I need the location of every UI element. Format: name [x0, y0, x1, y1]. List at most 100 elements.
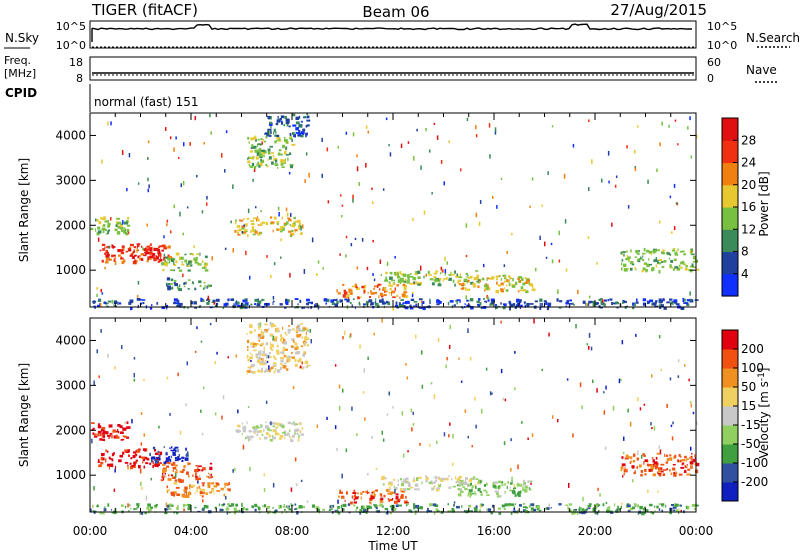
echo-cell [417, 283, 421, 286]
echo-cell [124, 421, 126, 424]
echo-cell [262, 350, 265, 354]
freq-unit-label: [MHz] [4, 67, 36, 80]
echo-cell [646, 249, 650, 253]
echo-cell [413, 301, 418, 303]
echo-cell [506, 284, 508, 287]
echo-cell [145, 247, 147, 249]
echo-cell [526, 279, 530, 283]
echo-cell [651, 267, 655, 269]
echo-cell [201, 508, 203, 511]
echo-cell [608, 180, 610, 184]
echo-cell [251, 229, 255, 233]
echo-cell [693, 460, 696, 463]
echo-cell [680, 261, 683, 265]
echo-cell [136, 243, 140, 248]
echo-cell [195, 465, 199, 467]
echo-cell [496, 281, 498, 285]
echo-cell [183, 142, 185, 147]
echo-cell [663, 298, 665, 302]
echo-cell [448, 274, 451, 276]
echo-cell [665, 461, 669, 464]
echo-cell [270, 333, 274, 337]
echo-cell [651, 250, 656, 253]
echo-cell [269, 145, 273, 148]
echo-cell [594, 301, 598, 306]
echo-cell [430, 382, 433, 385]
echo-cell [461, 483, 464, 486]
echo-cell [173, 269, 175, 272]
echo-cell [468, 489, 472, 492]
echo-cell [351, 304, 353, 308]
echo-cell [360, 496, 362, 500]
echo-cell [121, 229, 125, 232]
echo-cell [182, 180, 185, 186]
colorbar-segment [722, 118, 738, 141]
echo-cell [200, 340, 203, 343]
echo-cell [630, 249, 632, 253]
y-tick-label: 1000 [55, 263, 86, 277]
echo-cell [280, 162, 284, 166]
echo-cell [370, 501, 372, 505]
echo-cell [253, 329, 256, 332]
echo-cell [669, 298, 673, 301]
echo-cell [154, 506, 157, 509]
echo-cell [145, 253, 147, 256]
time-tick-label: 12:00 [376, 524, 411, 538]
echo-cell [207, 485, 211, 489]
echo-cell [92, 504, 94, 508]
echo-cell [250, 157, 253, 160]
echo-cell [391, 279, 395, 282]
echo-cell [113, 254, 116, 257]
echo-cell [291, 229, 294, 232]
echo-cell [251, 341, 254, 344]
echo-cell [502, 397, 504, 401]
echo-cell [279, 437, 283, 440]
echo-cell [348, 288, 352, 292]
echo-cell [471, 477, 476, 480]
echo-cell [296, 432, 299, 435]
echo-cell [399, 488, 403, 492]
echo-cell [311, 237, 314, 243]
echo-cell [155, 257, 158, 260]
echo-cell [145, 249, 148, 253]
echo-cell [366, 266, 369, 271]
echo-cell [486, 508, 488, 511]
echo-cell [498, 511, 502, 515]
echo-cell [137, 304, 139, 309]
echo-cell [192, 281, 194, 285]
echo-cell [146, 259, 149, 263]
echo-cell [260, 329, 262, 332]
echo-cell [250, 147, 254, 149]
echo-cell [119, 431, 124, 434]
echo-cell [442, 269, 444, 273]
echo-cell [171, 446, 173, 449]
echo-cell [259, 344, 263, 347]
echo-cell [637, 397, 639, 402]
echo-cell [627, 205, 630, 209]
echo-cell [401, 411, 404, 416]
echo-cell [670, 260, 673, 263]
echo-cell [198, 280, 202, 284]
echo-cell [686, 473, 690, 476]
echo-cell [475, 125, 477, 130]
echo-cell [95, 218, 97, 222]
echo-cell [683, 470, 687, 473]
echo-cell [308, 172, 310, 178]
echo-cell [504, 491, 506, 494]
echo-cell [370, 290, 372, 293]
echo-cell [147, 177, 149, 182]
time-tick-label: 20:00 [578, 524, 613, 538]
echo-cell [676, 267, 681, 271]
echo-cell [261, 149, 265, 152]
echo-cell [141, 456, 145, 459]
echo-cell [666, 468, 668, 471]
echo-cell [175, 136, 177, 140]
echo-cell [251, 371, 256, 374]
echo-cell [196, 253, 199, 256]
echo-cell [195, 478, 200, 481]
echo-cell [307, 364, 311, 367]
echo-cell [228, 503, 230, 506]
echo-cell [642, 298, 647, 302]
echo-cell [540, 305, 544, 308]
echo-cell [580, 507, 583, 510]
